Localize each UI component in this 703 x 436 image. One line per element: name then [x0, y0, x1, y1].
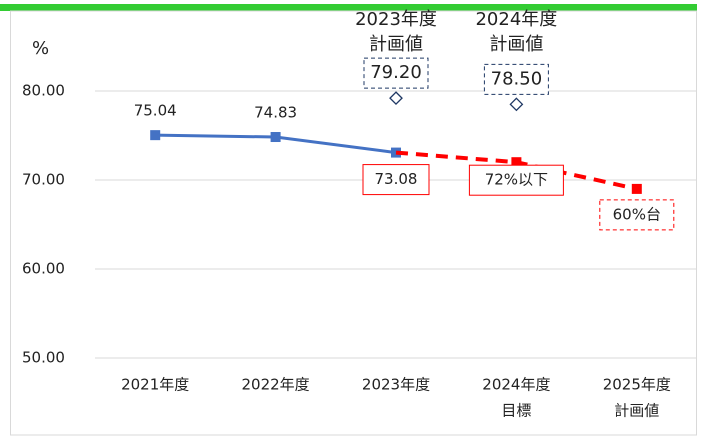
marker — [511, 157, 522, 168]
x-tick-label: 目標 — [501, 402, 531, 420]
point-title: 計画値 — [369, 34, 423, 55]
x-tick-label: 2023年度 — [362, 376, 430, 394]
point-title: 計画値 — [489, 34, 543, 55]
x-tick-label: 2022年度 — [242, 376, 310, 394]
y-tick-label: 50.00 — [22, 349, 65, 367]
top-bar — [0, 4, 697, 11]
marker — [631, 183, 642, 194]
y-tick-label: 60.00 — [22, 260, 65, 278]
x-tick-label: 2021年度 — [121, 376, 189, 394]
value-label: 60%台 — [613, 205, 661, 223]
x-tick-label: 計画値 — [614, 402, 659, 420]
marker — [270, 132, 281, 143]
label-box — [363, 57, 429, 89]
frame — [10, 10, 697, 436]
value-label: 74.83 — [254, 104, 297, 122]
marker — [150, 130, 161, 141]
value-label: 79.20 — [370, 62, 422, 83]
label-box — [483, 63, 549, 95]
label-box — [599, 199, 675, 231]
diamond-marker — [389, 91, 403, 106]
x-tick-label: 2024年度 — [482, 376, 550, 394]
value-label: 75.04 — [134, 102, 177, 120]
point-title: 2023年度 — [355, 9, 437, 30]
y-tick-label: 70.00 — [22, 171, 65, 189]
value-label: 73.08 — [375, 170, 418, 188]
label-box — [362, 164, 430, 196]
y-tick-label: 80.00 — [22, 82, 65, 100]
value-label: 72%以下 — [485, 171, 548, 189]
point-title: 2024年度 — [475, 9, 557, 30]
value-label: 78.50 — [491, 68, 543, 89]
x-tick-label: 2025年度 — [603, 376, 671, 394]
y-unit: % — [32, 38, 49, 59]
diamond-marker — [509, 97, 524, 112]
label-box — [468, 164, 564, 196]
